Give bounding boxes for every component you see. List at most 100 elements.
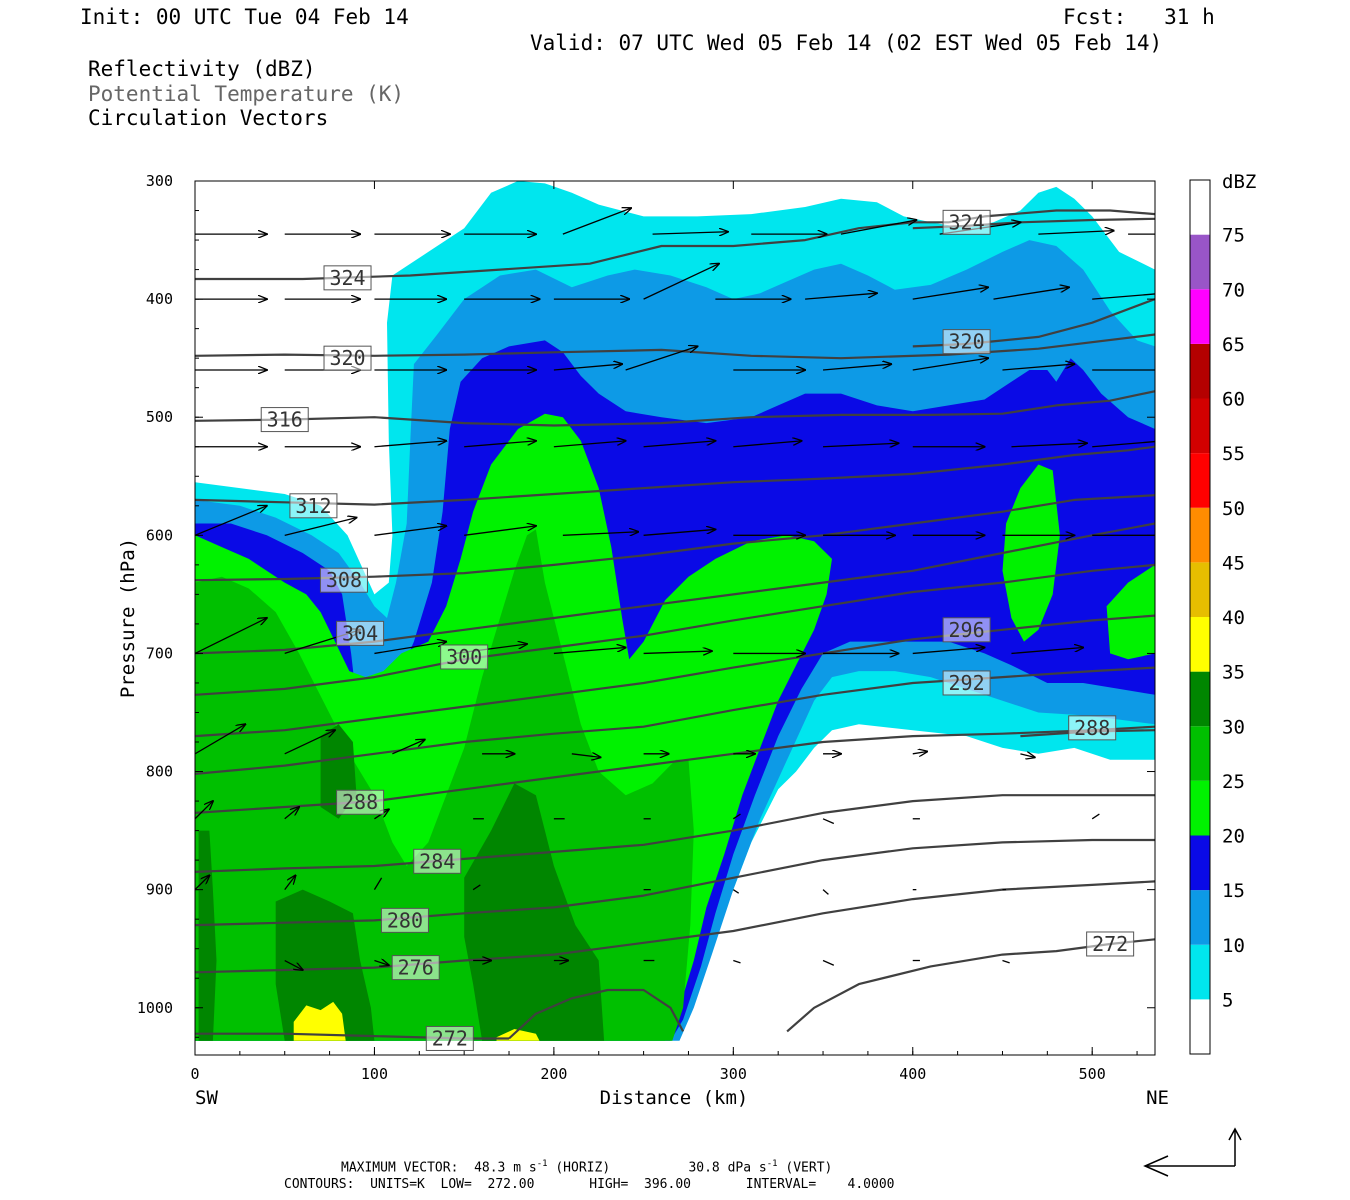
colorbar-level-label: 75 bbox=[1222, 225, 1245, 247]
isentrope-label-box bbox=[440, 644, 489, 670]
x-tick-label: 500 bbox=[1079, 1065, 1106, 1083]
circulation-vector bbox=[284, 959, 303, 970]
colorbar: 5 10 15 20 25 30 35 40 45 50 55 60 65 70 75 bbox=[1189, 179, 1245, 1055]
isentrope-324 bbox=[195, 209, 1155, 281]
colorbar-level-label: 55 bbox=[1222, 443, 1245, 465]
circulation-vector bbox=[1002, 959, 1010, 964]
circulation-vector bbox=[374, 642, 446, 655]
x-axis-label: Distance (km) bbox=[600, 1087, 749, 1109]
isentrope-label-272: 272 bbox=[425, 1025, 474, 1051]
colorbar-segment bbox=[1190, 343, 1210, 399]
circulation-vector bbox=[1020, 754, 1034, 758]
x-axis-ticks: 0 100 200 300 400 500 bbox=[190, 181, 1138, 1083]
vector-scale-icon bbox=[1143, 1127, 1242, 1177]
isentrope-label-316: 316 bbox=[260, 407, 309, 433]
colorbar-segment bbox=[1190, 890, 1210, 945]
y-tick-label: 400 bbox=[146, 290, 173, 308]
colorbar-segment bbox=[1190, 453, 1210, 508]
circulation-vector bbox=[643, 529, 716, 536]
isentrope-276 bbox=[195, 880, 1155, 974]
circulation-vector bbox=[823, 443, 898, 447]
isentrope-label-284: 284 bbox=[413, 848, 462, 874]
isentrope-label-296: 296 bbox=[942, 617, 991, 643]
circulation-vector bbox=[284, 807, 299, 820]
colorbar-units: dBZ bbox=[1222, 171, 1256, 193]
circulation-vector bbox=[822, 818, 835, 825]
y-tick-label: 500 bbox=[146, 408, 173, 426]
circulation-vector bbox=[1038, 231, 1113, 235]
y-tick-label: 900 bbox=[146, 881, 173, 899]
isentrope-label-box bbox=[323, 345, 372, 371]
circulation-vector bbox=[373, 877, 383, 890]
circulation-vector bbox=[195, 506, 267, 536]
colorbar-segment bbox=[1190, 398, 1210, 454]
circulation-vector bbox=[822, 889, 829, 895]
y-tick-label: 700 bbox=[146, 644, 173, 662]
isentrope-label-text: 288 bbox=[342, 790, 378, 814]
x-tick-label: 300 bbox=[720, 1065, 747, 1083]
circulation-vector bbox=[553, 441, 626, 448]
isentrope-284 bbox=[195, 794, 1155, 873]
colorbar-level-label: 60 bbox=[1222, 389, 1245, 411]
isentrope-label-box bbox=[289, 493, 338, 519]
isentrope-label-box bbox=[336, 789, 385, 815]
isentrope-272 bbox=[195, 1032, 509, 1040]
y-tick-label: 600 bbox=[146, 526, 173, 544]
circulation-vector bbox=[284, 875, 296, 891]
valid-time: Valid: 07 UTC Wed 05 Feb 14 (02 EST Wed … bbox=[530, 31, 1163, 55]
circulation-vector bbox=[643, 441, 716, 448]
isentrope-label-324: 324 bbox=[323, 265, 372, 291]
circulation-vector bbox=[1091, 813, 1100, 820]
circulation-vector bbox=[553, 364, 622, 371]
circulation-vector bbox=[1011, 443, 1086, 447]
circulation-vector bbox=[374, 526, 446, 536]
isentrope-label-text: 320 bbox=[329, 346, 365, 370]
isentrope-label-box bbox=[323, 265, 372, 291]
colorbar-level-label: 65 bbox=[1222, 334, 1245, 356]
circulation-vector bbox=[625, 346, 698, 371]
isentrope-label-text: 316 bbox=[267, 408, 303, 432]
vert-unit-exponent: -1 bbox=[766, 1159, 778, 1169]
circulation-vector bbox=[643, 651, 712, 653]
isentrope-label-text: 324 bbox=[949, 210, 985, 234]
y-axis-ticks: 300 400 500 600 700 800 900 1000 bbox=[137, 172, 1155, 1038]
isentrope-label-box bbox=[942, 670, 991, 696]
isentrope-label-308: 308 bbox=[319, 567, 368, 593]
isentrope-label-text: 300 bbox=[446, 645, 482, 669]
circulation-vector bbox=[571, 754, 601, 758]
colorbar-level-label: 70 bbox=[1222, 279, 1245, 301]
field-potential-temperature: Potential Temperature (K) bbox=[88, 82, 405, 106]
circulation-vector bbox=[912, 648, 985, 655]
isentrope-label-text: 312 bbox=[295, 494, 331, 518]
circulation-vector bbox=[284, 518, 357, 536]
isentrope-label-box bbox=[1068, 715, 1117, 741]
isentrope-label-text: 288 bbox=[1074, 716, 1110, 740]
horiz-unit: m s bbox=[513, 1160, 537, 1176]
circulation-vector bbox=[195, 724, 245, 755]
colorbar-segment bbox=[1190, 999, 1210, 1054]
isentrope-label-276: 276 bbox=[391, 955, 440, 981]
field-reflectivity: Reflectivity (dBZ) bbox=[88, 57, 316, 81]
circulation-vector bbox=[392, 740, 424, 755]
isentrope-unlabeled bbox=[508, 988, 685, 1040]
vert-unit: dPa s bbox=[727, 1160, 767, 1176]
isentrope-296 bbox=[195, 614, 1155, 738]
circulation-vector bbox=[912, 358, 988, 371]
colorbar-level-label: 35 bbox=[1222, 662, 1245, 684]
vert-label: (VERT) bbox=[785, 1160, 833, 1176]
isentrope-label-324: 324 bbox=[942, 209, 991, 235]
colorbar-segment bbox=[1190, 507, 1210, 563]
circulation-vector bbox=[562, 208, 631, 235]
colorbar-segment bbox=[1190, 671, 1210, 727]
x-axis-left-end-label: SW bbox=[195, 1087, 218, 1109]
isentrope-label-box bbox=[391, 955, 440, 981]
circulation-vector bbox=[1011, 648, 1083, 655]
vert-max-value: 30.8 bbox=[688, 1160, 720, 1176]
circulation-vector bbox=[195, 875, 209, 891]
horiz-unit-exponent: -1 bbox=[536, 1159, 548, 1169]
colorbar-segment bbox=[1190, 726, 1210, 781]
circulation-vector bbox=[284, 730, 335, 755]
circulation-vector bbox=[643, 264, 719, 300]
circulation-vector-field bbox=[195, 208, 1155, 970]
circulation-vector bbox=[464, 526, 536, 536]
